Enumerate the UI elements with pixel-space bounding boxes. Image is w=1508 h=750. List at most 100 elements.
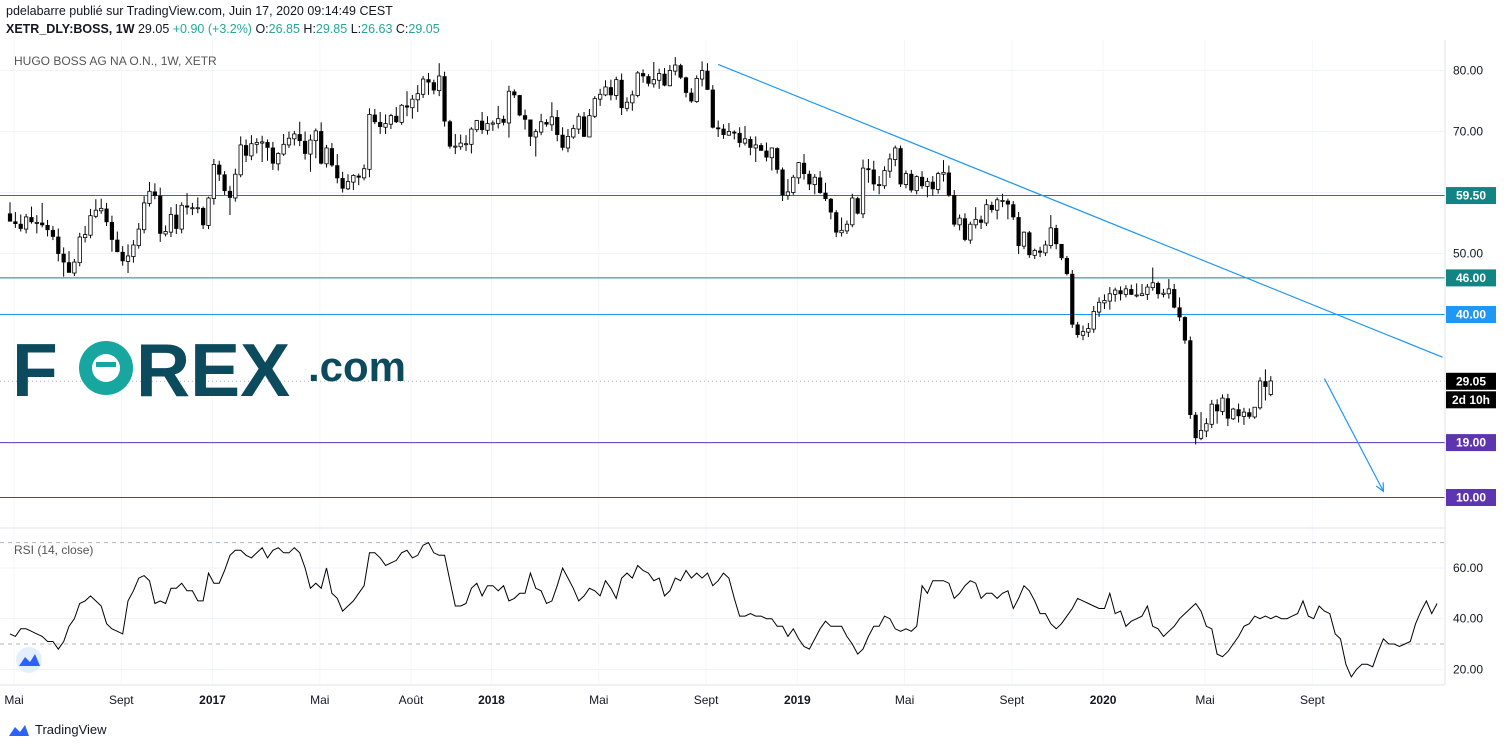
candle-body bbox=[1091, 311, 1096, 330]
ohlc-summary: XETR_DLY:BOSS, 1W 29.05 +0.90 (+3.2%) O:… bbox=[6, 22, 440, 36]
candle-body bbox=[828, 198, 833, 213]
time-tick-label: Mai bbox=[310, 693, 329, 707]
candle-body bbox=[1016, 217, 1021, 246]
candle-body bbox=[919, 176, 925, 187]
candle-body bbox=[184, 205, 190, 208]
tradingview-footer[interactable]: TradingView bbox=[8, 722, 107, 737]
candle-body bbox=[1188, 340, 1193, 415]
candle-body bbox=[989, 204, 994, 210]
candle-body bbox=[973, 218, 978, 226]
candle-body bbox=[565, 135, 571, 149]
candle-body bbox=[1145, 286, 1150, 295]
rsi-line bbox=[9, 542, 1438, 678]
candle-body bbox=[662, 73, 667, 86]
candle-body bbox=[120, 251, 125, 262]
candle-body bbox=[1236, 409, 1241, 417]
candle-body bbox=[217, 164, 222, 175]
candle-body bbox=[1118, 290, 1123, 295]
candle-body bbox=[99, 207, 104, 212]
candle-body bbox=[726, 131, 732, 136]
forex-logo: F REX .com bbox=[12, 328, 406, 412]
candle-body bbox=[227, 190, 233, 198]
open-value: 26.85 bbox=[268, 22, 300, 36]
last-price-tag: 29.05 2d 10h bbox=[1446, 372, 1496, 409]
candle-body bbox=[56, 236, 61, 254]
time-tick-label: Sept bbox=[1300, 693, 1325, 707]
candle-body bbox=[614, 79, 619, 96]
candle-body bbox=[866, 168, 871, 171]
tv-badge-icon bbox=[16, 647, 42, 673]
candle-body bbox=[88, 215, 93, 236]
candle-body bbox=[1032, 250, 1037, 256]
price-chart[interactable]: HUGO BOSS AG NA O.N., 1W, XETR F REX .co… bbox=[0, 40, 1508, 720]
candle-body bbox=[109, 221, 115, 240]
candle-body bbox=[249, 143, 254, 157]
candle-body bbox=[442, 76, 447, 122]
price-tick-label: 70.00 bbox=[1453, 125, 1483, 139]
candle-body bbox=[1268, 380, 1273, 395]
candle-body bbox=[1263, 381, 1268, 387]
candle-body bbox=[1048, 227, 1053, 246]
candle-body bbox=[415, 93, 420, 101]
candle-body bbox=[721, 128, 726, 135]
candle-body bbox=[388, 115, 394, 125]
candle-body bbox=[1134, 294, 1139, 297]
candle-body bbox=[844, 223, 850, 232]
candle-body bbox=[936, 173, 941, 190]
candle-body bbox=[855, 198, 860, 214]
candle-body bbox=[1215, 404, 1220, 412]
time-tick-label: Mai bbox=[895, 693, 914, 707]
candle-body bbox=[818, 177, 823, 193]
candle-body bbox=[174, 214, 179, 229]
candle-body bbox=[893, 147, 898, 160]
candle-body bbox=[1102, 300, 1107, 304]
candle-body bbox=[651, 79, 656, 85]
candle-body bbox=[1059, 243, 1064, 259]
candle-body bbox=[785, 191, 791, 196]
candle-body bbox=[576, 115, 581, 130]
candle-body bbox=[1209, 403, 1214, 425]
candle-body bbox=[463, 143, 469, 146]
candle-body bbox=[769, 147, 774, 159]
time-tick-label: 2019 bbox=[784, 693, 811, 707]
candle-body bbox=[421, 78, 426, 95]
level-label: 10.00 bbox=[1456, 491, 1486, 505]
candle-body bbox=[834, 212, 839, 233]
countdown-box bbox=[1446, 391, 1496, 409]
candle-body bbox=[678, 65, 683, 78]
candle-body bbox=[335, 165, 340, 179]
candle-body bbox=[823, 192, 828, 200]
candle-body bbox=[1070, 273, 1075, 325]
level-label: 46.00 bbox=[1456, 271, 1486, 285]
candle-body bbox=[378, 121, 383, 128]
candle-body bbox=[13, 221, 18, 225]
rsi-title: RSI (14, close) bbox=[14, 543, 93, 557]
candle-body bbox=[243, 145, 249, 156]
time-tick-label: Sept bbox=[109, 693, 134, 707]
candle-body bbox=[555, 117, 560, 135]
candle-body bbox=[50, 229, 56, 237]
candle-body bbox=[469, 128, 474, 145]
candle-body bbox=[142, 202, 147, 231]
candle-body bbox=[1257, 380, 1263, 409]
candle-body bbox=[673, 64, 678, 72]
candle-body bbox=[1011, 204, 1016, 218]
candle-body bbox=[281, 143, 286, 155]
candle-body bbox=[887, 158, 892, 172]
candle-body bbox=[930, 181, 935, 190]
candle-body bbox=[1139, 293, 1145, 296]
candle-body bbox=[265, 142, 270, 148]
candle-body bbox=[222, 174, 227, 192]
candle-body bbox=[587, 115, 592, 138]
candle-body bbox=[710, 89, 715, 128]
rsi-tick-label: 40.00 bbox=[1453, 612, 1483, 626]
candle-body bbox=[791, 176, 796, 193]
candle-body bbox=[168, 214, 174, 233]
level-label-box bbox=[1446, 434, 1496, 452]
candle-body bbox=[437, 75, 442, 92]
candle-body bbox=[1086, 328, 1091, 333]
candle-body bbox=[201, 207, 206, 226]
level-label: 40.00 bbox=[1456, 308, 1486, 322]
countdown-value: 2d 10h bbox=[1452, 393, 1490, 407]
candle-body bbox=[496, 118, 501, 124]
